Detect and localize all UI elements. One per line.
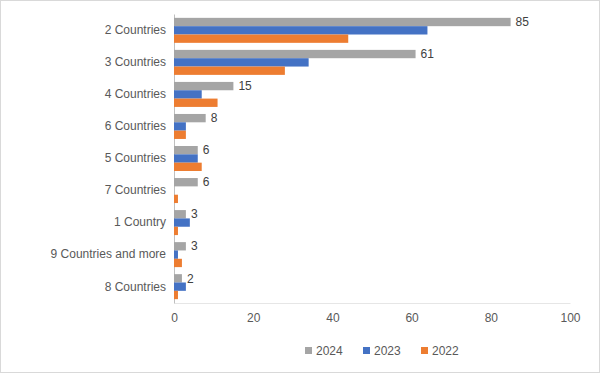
bar	[174, 131, 186, 139]
y-tick-label: 6 Countries	[105, 119, 166, 133]
legend-label: 2022	[432, 344, 459, 358]
bar	[174, 227, 178, 235]
y-tick: 2 Countries	[105, 23, 174, 37]
series-bars	[174, 18, 511, 283]
y-tick: 3 Countries	[105, 55, 174, 69]
y-tick-label: 5 Countries	[105, 151, 166, 165]
chart: 0 20 40 60 80 100 2 Countries 3 Countries 4 Coun…	[0, 0, 600, 373]
y-tick: 9 Countries and more	[51, 247, 174, 261]
x-tick-label: 40	[326, 311, 340, 325]
data-labels: 85 61 15 8 6 6 3 3 2	[187, 15, 529, 285]
y-tick-label: 9 Countries and more	[51, 247, 167, 261]
y-tick-label: 7 Countries	[105, 183, 166, 197]
legend-item: 2022	[421, 344, 459, 358]
data-label: 85	[516, 15, 530, 29]
y-tick: 1 Country	[114, 215, 174, 229]
legend: 2024 2023 2022	[305, 344, 459, 358]
x-axis: 0 20 40 60 80 100	[171, 303, 581, 325]
legend-label: 2024	[316, 344, 343, 358]
y-tick-label: 2 Countries	[105, 23, 166, 37]
legend-label: 2023	[374, 344, 401, 358]
x-tick: 20	[247, 303, 261, 325]
data-label: 61	[421, 47, 435, 61]
x-tick: 0	[171, 303, 178, 325]
bar	[174, 122, 186, 130]
bar	[174, 146, 198, 154]
bar	[174, 163, 202, 171]
y-tick-label: 4 Countries	[105, 87, 166, 101]
bar	[174, 218, 190, 226]
bar	[174, 291, 178, 299]
x-tick: 100	[560, 303, 580, 325]
x-tick-label: 20	[247, 311, 261, 325]
bars	[174, 18, 511, 299]
data-label: 8	[211, 111, 218, 125]
bar	[174, 242, 186, 250]
bar	[174, 18, 511, 26]
legend-item: 2023	[363, 344, 401, 358]
data-label: 15	[238, 79, 252, 93]
y-tick: 8 Countries	[105, 279, 174, 293]
x-tick: 80	[485, 303, 499, 325]
x-tick: 60	[405, 303, 419, 325]
y-tick-label: 1 Country	[114, 215, 166, 229]
y-tick: 4 Countries	[105, 87, 174, 101]
bar	[174, 210, 186, 218]
bar	[174, 195, 178, 203]
bar	[174, 186, 175, 194]
legend-item: 2024	[305, 344, 343, 358]
x-tick-label: 60	[405, 311, 419, 325]
y-axis: 2 Countries 3 Countries 4 Countries 6 Count…	[51, 15, 175, 304]
y-tick-label: 3 Countries	[105, 55, 166, 69]
bar	[174, 282, 186, 290]
bar	[174, 35, 348, 43]
bar	[174, 154, 198, 162]
y-tick: 6 Countries	[105, 119, 174, 133]
data-label: 2	[187, 272, 194, 286]
bar	[174, 58, 309, 66]
bar	[174, 26, 427, 34]
series-bars	[174, 26, 427, 291]
legend-swatch	[421, 347, 428, 354]
legend-swatch	[305, 347, 312, 354]
data-label: 3	[191, 207, 198, 221]
bar	[174, 82, 233, 90]
bar	[174, 250, 178, 258]
bar	[174, 178, 198, 186]
legend-swatch	[363, 347, 370, 354]
bar	[174, 259, 182, 267]
plot: 0 20 40 60 80 100 2 Countries 3 Countries 4 Coun…	[51, 15, 581, 325]
bar	[174, 114, 206, 122]
y-tick-label: 8 Countries	[105, 279, 166, 293]
bar	[174, 99, 218, 107]
data-label: 6	[203, 143, 210, 157]
chart-frame	[1, 1, 600, 373]
bar	[174, 67, 285, 75]
x-tick-label: 0	[171, 311, 178, 325]
series-bars	[174, 35, 348, 300]
x-tick-label: 80	[485, 311, 499, 325]
data-label: 3	[191, 239, 198, 253]
data-label: 6	[203, 175, 210, 189]
bar	[174, 50, 416, 58]
y-tick: 7 Countries	[105, 183, 174, 197]
bar	[174, 90, 202, 98]
x-tick: 40	[326, 303, 340, 325]
x-tick-label: 100	[560, 311, 580, 325]
y-tick: 5 Countries	[105, 151, 174, 165]
bar	[174, 274, 182, 282]
x-axis-line	[175, 303, 571, 304]
